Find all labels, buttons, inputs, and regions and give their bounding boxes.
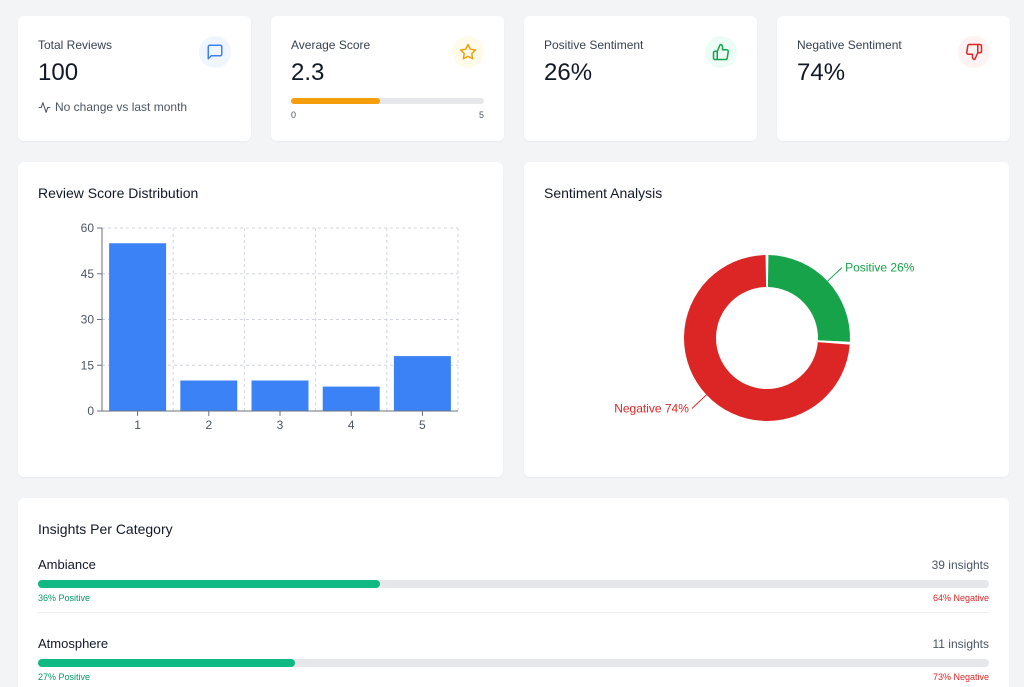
donut-label: Positive 26%	[845, 260, 915, 274]
insights-card: Insights Per Category Ambiance 39 insigh…	[18, 498, 1009, 687]
x-tick-label: 4	[348, 418, 355, 432]
x-tick-label: 3	[277, 418, 284, 432]
category-bar-fill	[38, 580, 381, 588]
category-bar-fill	[38, 659, 295, 667]
stat-label: Total Reviews	[38, 38, 113, 52]
stat-card-total-reviews: Total Reviews 100 No change vs last mont…	[18, 16, 251, 141]
bar	[109, 243, 167, 411]
score-bar-track	[291, 98, 484, 104]
category-name: Ambiance	[38, 557, 96, 572]
bar	[180, 380, 238, 411]
category-positive: 36% Positive	[38, 593, 91, 603]
y-tick-label: 15	[81, 358, 95, 372]
bar	[393, 356, 451, 411]
x-tick-label: 1	[134, 418, 141, 432]
x-tick-label: 5	[419, 418, 426, 432]
thumbs-up-icon	[705, 36, 737, 68]
stat-label: Positive Sentiment	[544, 38, 644, 52]
category-negative: 64% Negative	[932, 593, 989, 603]
thumbs-down-icon	[958, 36, 990, 68]
stat-change-text: No change vs last month	[55, 100, 188, 114]
star-icon	[452, 36, 484, 68]
y-tick-label: 45	[81, 267, 95, 281]
stat-label: Average Score	[291, 38, 371, 52]
score-bar-fill	[291, 98, 380, 104]
category-positive: 27% Positive	[38, 672, 91, 682]
category-count: 39 insights	[931, 558, 989, 572]
donut-label: Negative 74%	[614, 402, 689, 416]
donut-leader-line	[827, 267, 843, 282]
x-tick-label: 2	[205, 418, 212, 432]
category-name: Atmosphere	[38, 636, 109, 651]
sentiment-analysis-card: Sentiment Analysis Positive 26% Negative …	[524, 162, 1009, 477]
divider	[38, 612, 989, 613]
stat-value: 74%	[797, 59, 846, 86]
stat-value: 26%	[544, 59, 593, 86]
stat-value: 100	[38, 59, 79, 86]
bar	[322, 386, 380, 411]
category-bar-track	[38, 580, 989, 588]
category-row-atmosphere: Atmosphere 11 insights 27% Positive 73% …	[38, 636, 989, 687]
stat-change: No change vs last month	[38, 100, 187, 114]
category-count: 11 insights	[932, 637, 989, 651]
score-bar-min: 0	[291, 110, 297, 120]
stat-card-average-score: Average Score 2.3 0 5	[271, 16, 504, 141]
score-bar-max: 5	[478, 110, 484, 120]
y-tick-label: 60	[81, 221, 95, 235]
activity-icon	[38, 101, 51, 113]
category-negative: 73% Negative	[932, 672, 989, 682]
y-tick-label: 0	[87, 404, 94, 418]
y-tick-label: 30	[81, 313, 95, 327]
score-distribution-card: Review Score Distribution 0 15 30 45 60 1 2 3 4 5	[18, 162, 503, 477]
donut-slice-positive	[767, 255, 850, 342]
stat-label: Negative Sentiment	[797, 38, 902, 52]
stat-card-positive-sentiment: Positive Sentiment 26%	[524, 16, 757, 141]
chat-bubble-icon	[199, 36, 231, 68]
sentiment-donut-chart: Positive 26% Negative 74%	[614, 255, 915, 421]
donut-slice-negative	[684, 255, 850, 421]
stat-value: 2.3	[291, 59, 325, 86]
donut-leader-line	[691, 394, 707, 409]
panel-title: Sentiment Analysis	[544, 185, 663, 201]
panel-title: Insights Per Category	[38, 521, 173, 537]
category-bar-track	[38, 659, 989, 667]
category-row-ambiance: Ambiance 39 insights 36% Positive 64% Ne…	[38, 557, 989, 627]
bar	[251, 380, 309, 411]
stat-card-negative-sentiment: Negative Sentiment 74%	[777, 16, 1010, 141]
panel-title: Review Score Distribution	[38, 185, 199, 201]
